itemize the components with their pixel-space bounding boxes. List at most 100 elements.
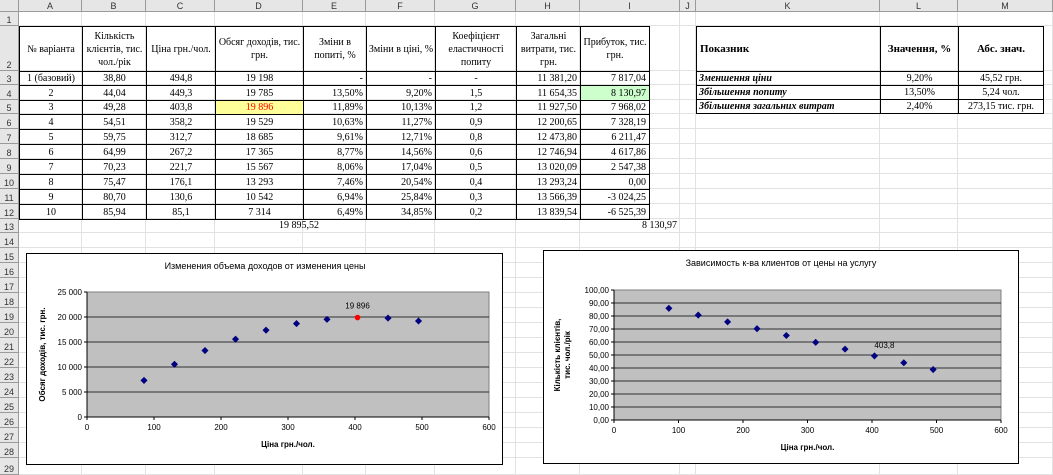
table-cell[interactable]: 54,51 (82, 114, 147, 130)
table-cell[interactable]: 49,28 (82, 100, 147, 115)
table-cell[interactable]: 13 293 (215, 174, 304, 190)
table-cell[interactable]: 221,7 (146, 159, 216, 175)
header-cell-6[interactable]: Коефіцієнт еластичності попиту (435, 26, 517, 72)
row-header-26[interactable]: 26 (0, 413, 19, 428)
table-cell[interactable]: 13,50% (303, 85, 367, 101)
table-cell[interactable]: 7 (19, 159, 83, 175)
row-header-10[interactable]: 10 (0, 174, 19, 189)
table-cell[interactable]: 19 896 (215, 100, 304, 115)
indicator-value[interactable]: 2,40% (880, 99, 959, 114)
table-cell[interactable]: 2 (19, 85, 83, 101)
table-cell[interactable]: 7 817,04 (580, 71, 650, 86)
indicator-name[interactable]: Збільшення попиту (696, 85, 881, 100)
row-header-23[interactable]: 23 (0, 368, 19, 383)
header-cell-2[interactable]: Ціна грн./чол. (146, 26, 216, 72)
table-cell[interactable]: 9,20% (366, 85, 436, 101)
table-cell[interactable]: 80,70 (82, 189, 147, 205)
table-cell[interactable]: 3 (19, 100, 83, 115)
table-cell[interactable]: 7,46% (303, 174, 367, 190)
table-cell[interactable]: 7 314 (215, 204, 304, 220)
header-cell-7[interactable]: Загальні витрати, тис. грн. (516, 26, 581, 72)
row-header-29[interactable]: 29 (0, 458, 19, 475)
indicator-header-0[interactable]: Показник (696, 26, 881, 72)
table-cell[interactable]: 358,2 (146, 114, 216, 130)
row-header-13[interactable]: 13 (0, 219, 19, 233)
row-header-19[interactable]: 19 (0, 308, 19, 323)
indicator-header-1[interactable]: Значення, % (880, 26, 959, 72)
table-cell[interactable]: 20,54% (366, 174, 436, 190)
column-header-i[interactable]: I (580, 0, 680, 12)
indicator-value[interactable]: 45,52 грн. (958, 71, 1044, 86)
table-cell[interactable]: 403,8 (146, 100, 216, 115)
row-header-2[interactable]: 2 (0, 26, 19, 71)
column-header-g[interactable]: G (435, 0, 516, 12)
table-cell[interactable]: 10 542 (215, 189, 304, 205)
table-cell[interactable]: 0,8 (435, 129, 517, 145)
table-cell[interactable]: - (366, 71, 436, 86)
row-header-17[interactable]: 17 (0, 278, 19, 293)
column-header-l[interactable]: L (880, 0, 958, 12)
table-cell[interactable]: 4 617,86 (580, 144, 650, 160)
table-cell[interactable]: 18 685 (215, 129, 304, 145)
table-cell[interactable]: 7 968,02 (580, 100, 650, 115)
header-cell-5[interactable]: Зміни в ціні, % (366, 26, 436, 72)
table-cell[interactable]: 9 (19, 189, 83, 205)
table-cell[interactable]: - (435, 71, 517, 86)
header-cell-8[interactable]: Прибуток, тис. грн. (580, 26, 650, 72)
table-cell[interactable]: 1,2 (435, 100, 517, 115)
table-cell[interactable]: 0,5 (435, 159, 517, 175)
header-cell-4[interactable]: Зміни в попиті, % (303, 26, 367, 72)
row-header-25[interactable]: 25 (0, 398, 19, 413)
table-cell[interactable]: 70,23 (82, 159, 147, 175)
column-header-d[interactable]: D (215, 0, 303, 12)
table-cell[interactable]: 449,3 (146, 85, 216, 101)
table-cell[interactable]: 2 547,38 (580, 159, 650, 175)
clients-vs-price-chart[interactable]: Зависимость к-ва клиентов от цены на усл… (543, 250, 1019, 464)
table-cell[interactable]: 25,84% (366, 189, 436, 205)
table-cell[interactable]: 0,00 (580, 174, 650, 190)
table-cell[interactable]: 13 839,54 (516, 204, 581, 220)
header-cell-1[interactable]: Кількість клієнтів, тис. чол./рік (82, 26, 147, 72)
table-cell[interactable]: 6 (19, 144, 83, 160)
table-cell[interactable]: 4 (19, 114, 83, 130)
column-header-k[interactable]: K (696, 0, 880, 12)
table-cell[interactable]: 1 (базовий) (19, 71, 83, 86)
table-cell[interactable]: 17,04% (366, 159, 436, 175)
table-cell[interactable]: 8 130,97 (580, 85, 650, 101)
column-header-h[interactable]: H (516, 0, 580, 12)
row-header-12[interactable]: 12 (0, 204, 19, 219)
table-cell[interactable]: 14,56% (366, 144, 436, 160)
row-header-15[interactable]: 15 (0, 248, 19, 263)
column-header-b[interactable]: B (82, 0, 146, 12)
table-cell[interactable]: 7 328,19 (580, 114, 650, 130)
table-cell[interactable]: 59,75 (82, 129, 147, 145)
indicator-value[interactable]: 9,20% (880, 71, 959, 86)
indicator-header-2[interactable]: Абс. знач. (958, 26, 1044, 72)
table-cell[interactable]: 15 567 (215, 159, 304, 175)
table-cell[interactable]: 8,06% (303, 159, 367, 175)
indicator-value[interactable]: 13,50% (880, 85, 959, 100)
table-cell[interactable]: 12 473,80 (516, 129, 581, 145)
table-cell[interactable]: 38,80 (82, 71, 147, 86)
indicator-name[interactable]: Зменшення ціни (696, 71, 881, 86)
table-cell[interactable]: 11 654,35 (516, 85, 581, 101)
table-cell[interactable]: 494,8 (146, 71, 216, 86)
table-cell[interactable]: 13 293,24 (516, 174, 581, 190)
table-cell[interactable]: 0,3 (435, 189, 517, 205)
table-cell[interactable]: 176,1 (146, 174, 216, 190)
column-header-j[interactable]: J (680, 0, 696, 12)
table-cell[interactable]: 34,85% (366, 204, 436, 220)
table-cell[interactable]: 8,77% (303, 144, 367, 160)
row-header-9[interactable]: 9 (0, 159, 19, 174)
select-all-corner[interactable] (0, 0, 19, 12)
table-cell[interactable]: 9,61% (303, 129, 367, 145)
row-header-8[interactable]: 8 (0, 144, 19, 159)
row-header-5[interactable]: 5 (0, 100, 19, 114)
row-header-21[interactable]: 21 (0, 338, 19, 353)
table-cell[interactable]: 11,89% (303, 100, 367, 115)
indicator-name[interactable]: Збільшення загальних витрат (696, 99, 881, 114)
table-cell[interactable]: 13 566,39 (516, 189, 581, 205)
table-cell[interactable]: 12 200,65 (516, 114, 581, 130)
table-cell[interactable]: 19 198 (215, 71, 304, 86)
row-header-4[interactable]: 4 (0, 85, 19, 100)
